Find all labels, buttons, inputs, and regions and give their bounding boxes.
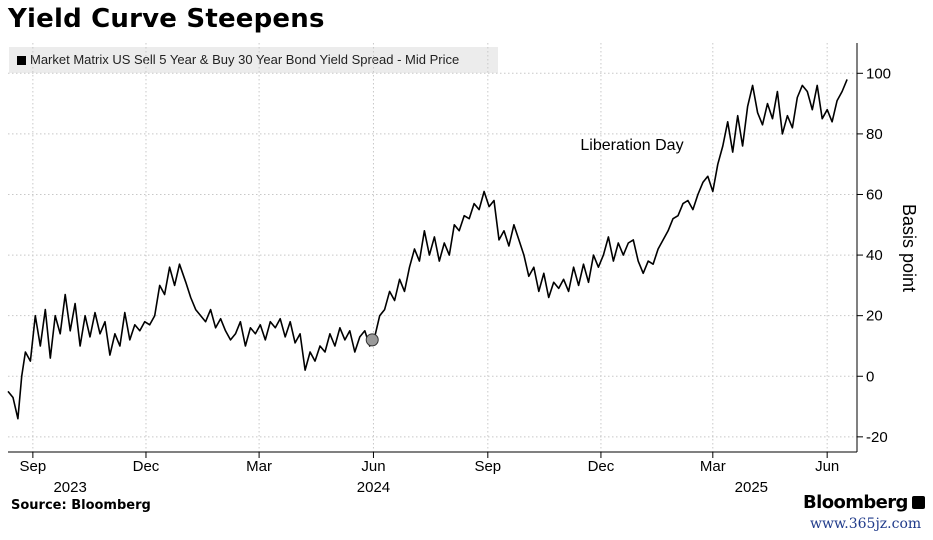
x-tick-label: Sep — [20, 458, 47, 475]
y-tick-label: 40 — [866, 247, 883, 264]
chart-title: Yield Curve Steepens — [8, 4, 325, 34]
annotation-liberation-day: Liberation Day — [580, 137, 683, 154]
x-year-label: 2023 — [53, 479, 86, 496]
x-tick-label: Mar — [246, 458, 272, 475]
series-line — [7, 79, 848, 420]
y-tick-label: 20 — [866, 308, 883, 325]
bloomberg-terminal-icon — [911, 496, 925, 509]
event-marker — [365, 333, 379, 347]
x-tick-label: Jun — [361, 458, 385, 475]
x-year-label: 2024 — [357, 479, 390, 496]
x-tick-label: Mar — [700, 458, 726, 475]
y-tick-label: 0 — [866, 368, 874, 385]
x-year-label: 2025 — [735, 479, 768, 496]
source-note: Source: Bloomberg — [11, 498, 151, 513]
x-tick-label: Dec — [133, 458, 160, 475]
y-tick-label: 60 — [866, 186, 883, 203]
x-tick-label: Jun — [815, 458, 839, 475]
brand-text: Bloomberg — [803, 492, 908, 513]
bloomberg-logo: Bloomberg — [803, 492, 925, 513]
watermark: www.365jz.com — [810, 516, 922, 532]
x-tick-label: Dec — [588, 458, 615, 475]
legend-swatch — [17, 56, 26, 65]
legend: Market Matrix US Sell 5 Year & Buy 30 Ye… — [9, 47, 498, 73]
x-tick-label: Sep — [474, 458, 501, 475]
y-tick-label: -20 — [866, 429, 888, 446]
y-tick-label: 100 — [866, 65, 891, 82]
legend-label: Market Matrix US Sell 5 Year & Buy 30 Ye… — [30, 52, 460, 67]
y-tick-label: 80 — [866, 126, 883, 143]
y-axis-label: Basis point — [899, 204, 919, 292]
